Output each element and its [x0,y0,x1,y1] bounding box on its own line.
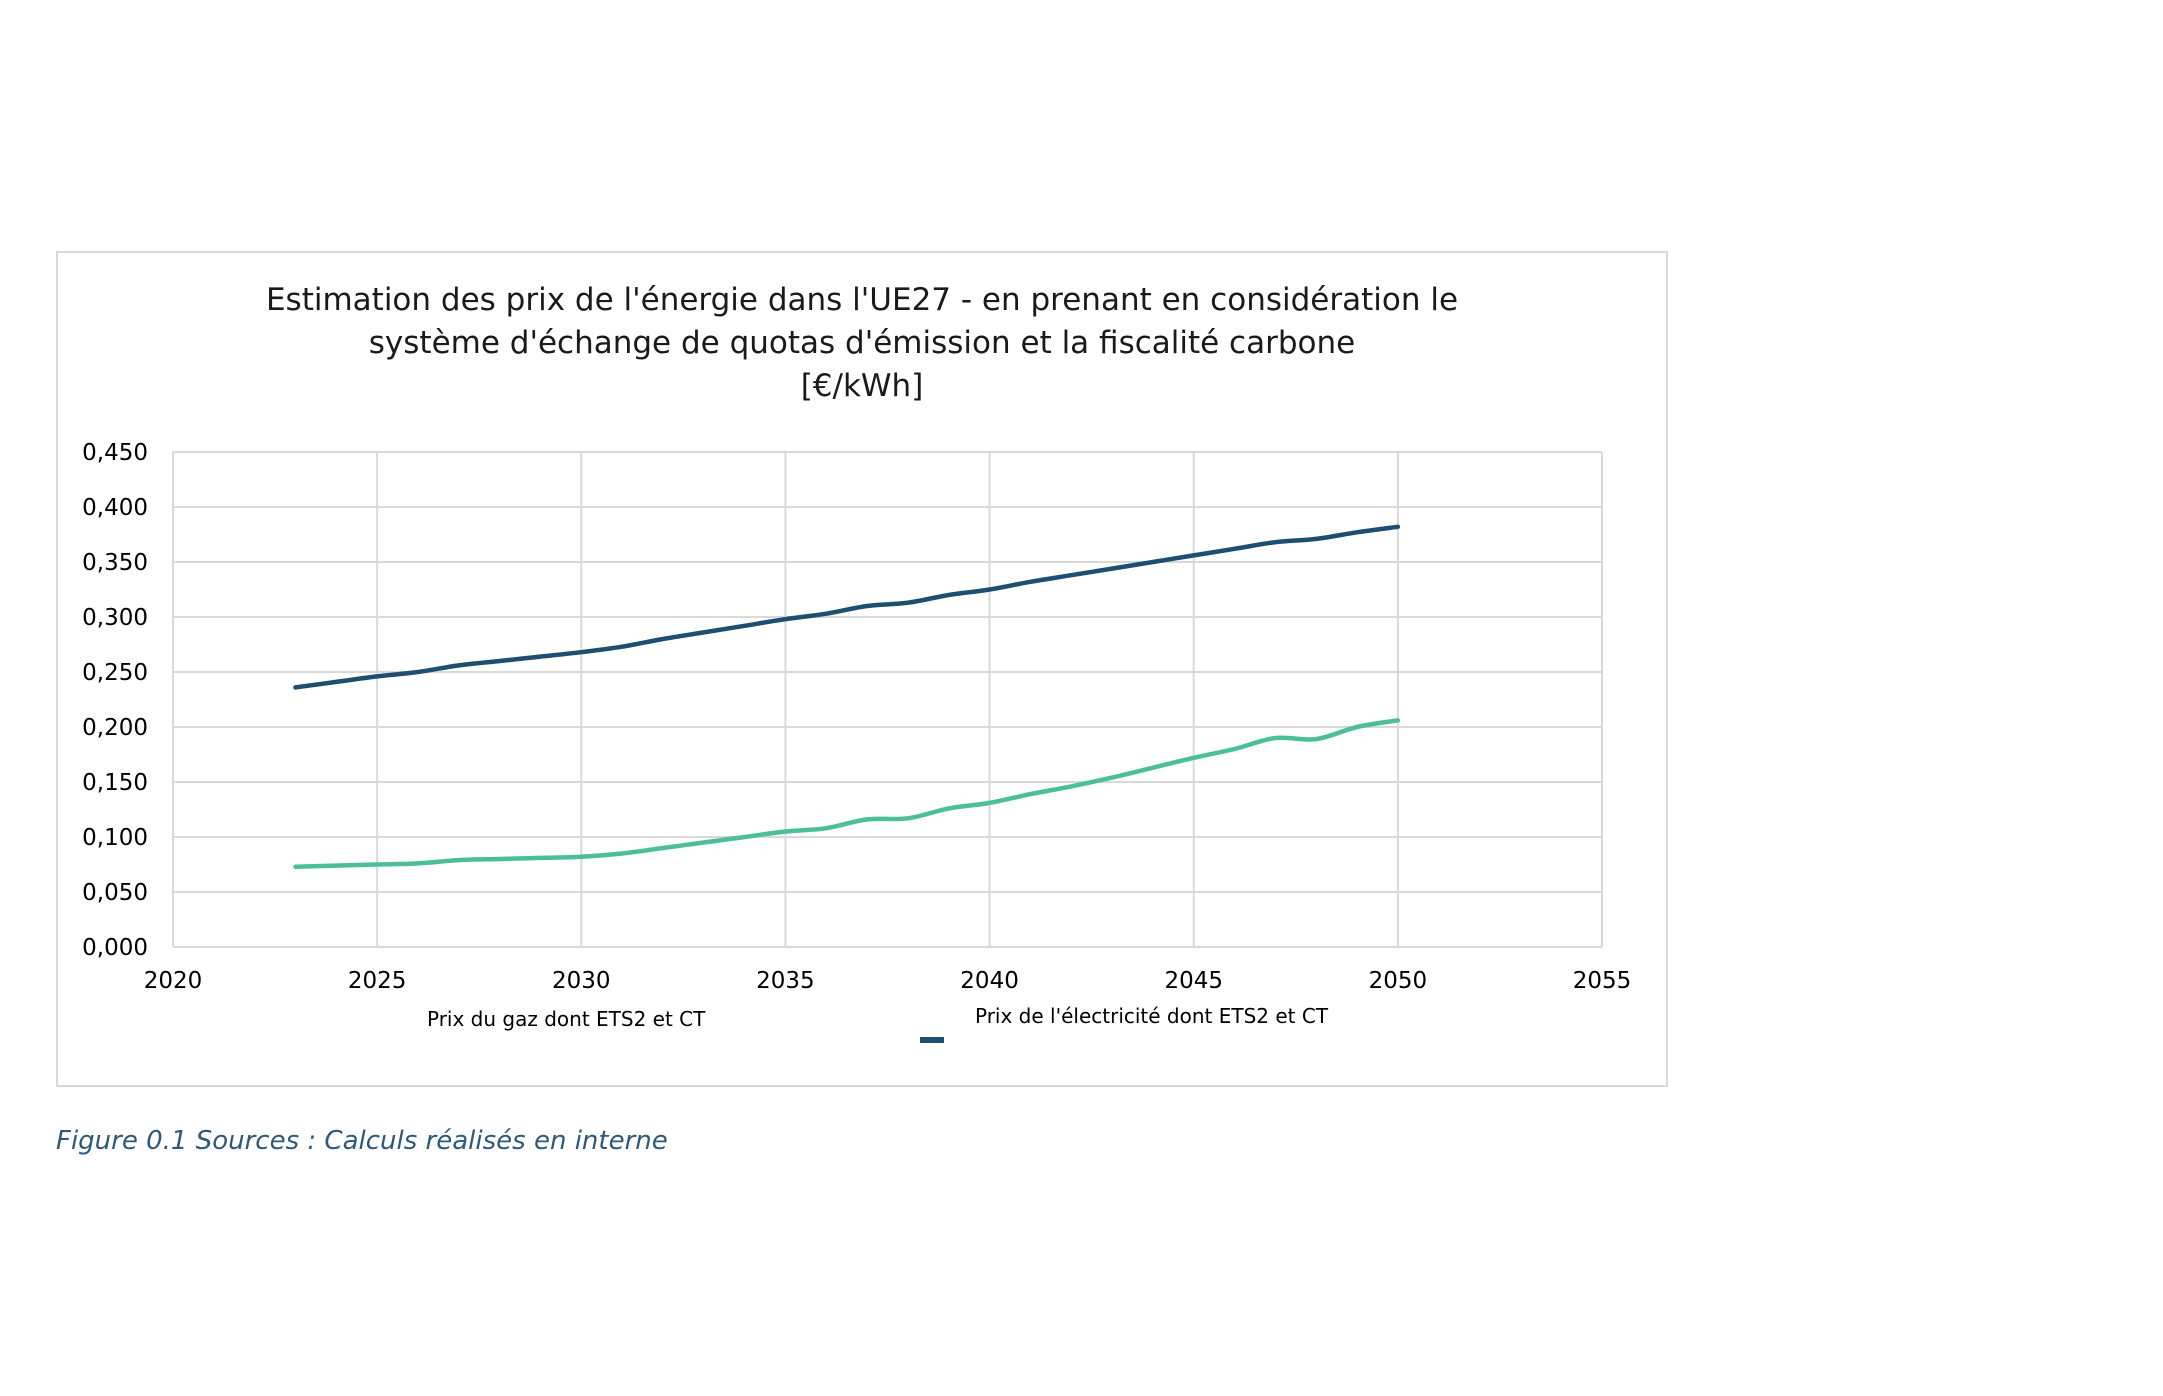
series-line-gas [293,718,1401,869]
figure-caption: Figure 0.1 Sources : Calculs réalisés en… [56,1126,668,1156]
axis-ticks: 0,000 0,050 0,100 0,150 0,200 0,250 0,300 0,350… [82,440,1631,994]
y-tick-label: 0,450 [82,440,148,466]
x-tick-label: 2045 [1164,968,1223,994]
y-tick-label: 0,200 [82,715,148,741]
legend-label-gas: Prix du gaz dont ETS2 et CT [427,1007,706,1031]
x-tick-label: 2020 [144,968,203,994]
y-tick-label: 0,350 [82,550,148,576]
chart-title-line-2: système d'échange de quotas d'émission e… [369,325,1355,361]
legend: Prix du gaz dont ETS2 et CT Prix de l'él… [427,1004,1329,1043]
y-tick-label: 0,000 [82,935,148,961]
gridlines [172,451,1603,948]
y-tick-label: 0,050 [82,880,148,906]
x-tick-label: 2050 [1369,968,1428,994]
y-tick-label: 0,100 [82,825,148,851]
x-tick-label: 2055 [1573,968,1632,994]
chart-title-line-3: [€/kWh] [801,368,924,404]
y-tick-label: 0,150 [82,770,148,796]
x-tick-label: 2030 [552,968,611,994]
y-tick-label: 0,300 [82,605,148,631]
y-tick-label: 0,400 [82,495,148,521]
x-tick-label: 2035 [756,968,815,994]
series-lines [293,524,1401,869]
series-line-electricity [293,524,1401,690]
x-tick-label: 2025 [348,968,407,994]
legend-label-electricity: Prix de l'électricité dont ETS2 et CT [975,1004,1329,1028]
y-tick-label: 0,250 [82,660,148,686]
chart-title-line-1: Estimation des prix de l'énergie dans l'… [266,282,1458,318]
x-tick-label: 2040 [960,968,1019,994]
